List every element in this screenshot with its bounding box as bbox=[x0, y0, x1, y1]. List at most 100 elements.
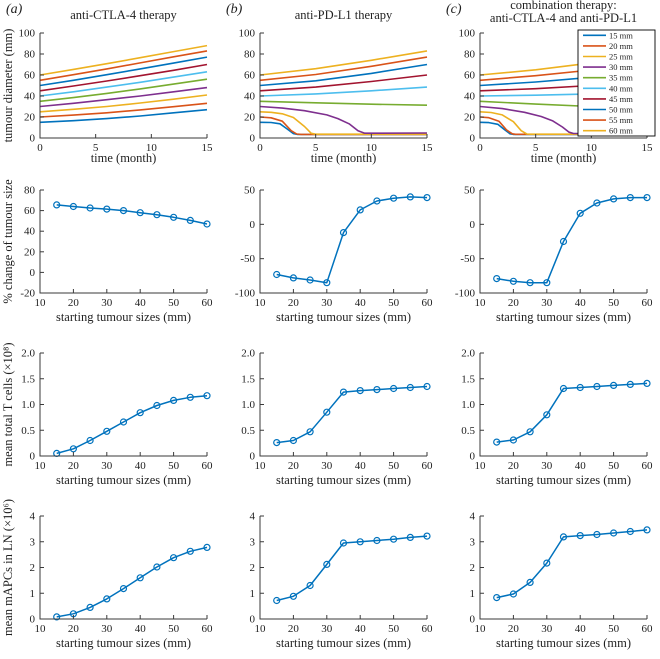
y-tick-label: 20 bbox=[244, 112, 256, 124]
chart-mapcs-anti-pdl1: 10 20 30 40 50 60 0 1 2 3 4 starting tumour sizes (… bbox=[220, 496, 440, 659]
axis-lines bbox=[479, 516, 647, 620]
legend-label: 40 mm bbox=[609, 83, 633, 93]
axis-lines bbox=[39, 353, 207, 457]
x-tick-label: 20 bbox=[288, 623, 300, 635]
chart-canvas: 0 5 10 15 0 20 40 60 80 100 time (month) combinatio… bbox=[459, 0, 656, 165]
x-tick-label: 30 bbox=[321, 460, 333, 472]
x-tick-label: 40 bbox=[355, 297, 367, 309]
x-tick-label: 40 bbox=[575, 623, 587, 635]
x-axis-label: time (month) bbox=[531, 151, 597, 165]
series-line bbox=[479, 111, 647, 135]
data-point-marker bbox=[509, 277, 518, 285]
chart-title: anti-PD-L1 therapy bbox=[295, 8, 393, 22]
series-line bbox=[259, 86, 428, 97]
x-tick-label: 20 bbox=[508, 623, 520, 635]
y-tick-label: -100 bbox=[455, 288, 476, 300]
data-point-marker bbox=[323, 279, 331, 287]
x-tick-label: 40 bbox=[135, 297, 147, 309]
legend-label: 15 mm bbox=[609, 30, 633, 40]
series-line bbox=[259, 100, 428, 106]
y-tick-label: 1.5 bbox=[461, 373, 475, 385]
chart-canvas: 0 5 10 15 0 20 40 60 80 100 time (month) tumour dia… bbox=[1, 8, 213, 165]
x-tick-label: 60 bbox=[422, 460, 434, 472]
y-tick-label: 4 bbox=[250, 511, 256, 523]
data-point-marker bbox=[643, 194, 651, 202]
y-tick-label: 0 bbox=[250, 219, 256, 231]
y-tick-label: 4 bbox=[30, 511, 36, 523]
data-point-marker bbox=[593, 199, 601, 207]
x-tick-label: 10 bbox=[586, 142, 598, 154]
y-tick-label: 1.0 bbox=[241, 399, 255, 411]
y-tick-label: 20 bbox=[24, 246, 36, 258]
x-tick-label: 5 bbox=[533, 142, 539, 154]
data-point-marker bbox=[509, 436, 518, 444]
data-point-marker bbox=[406, 383, 414, 392]
legend-label: 60 mm bbox=[609, 126, 633, 136]
x-tick-label: 10 bbox=[366, 142, 378, 154]
y-tick-label: 2.0 bbox=[21, 348, 35, 360]
data-point-marker bbox=[86, 603, 94, 612]
series-line bbox=[56, 204, 208, 225]
chart-t-cells-combination: 10 20 30 40 50 60 0 0.5 1.0 1.5 2.0 starting tumour… bbox=[440, 333, 660, 496]
data-point-marker bbox=[306, 276, 314, 284]
y-tick-label: 50 bbox=[244, 185, 256, 197]
legend-label: 25 mm bbox=[609, 52, 633, 62]
x-tick-label: 30 bbox=[541, 623, 553, 635]
y-tick-label: 1.5 bbox=[241, 373, 255, 385]
chart-title: anti-CTLA-4 therapy bbox=[70, 8, 177, 22]
data-point-marker bbox=[186, 216, 194, 225]
data-point-marker bbox=[273, 596, 281, 605]
data-point-marker bbox=[509, 590, 518, 598]
x-axis-label: starting tumour sizes (mm) bbox=[276, 310, 411, 324]
x-tick-label: 15 bbox=[642, 142, 654, 154]
data-point-marker bbox=[493, 438, 501, 446]
y-tick-label: 20 bbox=[24, 112, 36, 124]
chart-canvas: 10 20 30 40 50 60 0 0.5 1.0 1.5 2.0 starting tumour… bbox=[1, 342, 214, 487]
x-tick-label: 50 bbox=[608, 623, 620, 635]
series-line bbox=[276, 196, 428, 284]
x-tick-label: 50 bbox=[168, 460, 180, 472]
data-point-marker bbox=[339, 388, 348, 396]
y-tick-label: 1.0 bbox=[461, 399, 475, 411]
series-line bbox=[479, 105, 647, 135]
y-tick-label: 50 bbox=[464, 185, 476, 197]
series-line bbox=[39, 71, 208, 97]
data-point-marker bbox=[53, 201, 61, 209]
y-tick-label: 0 bbox=[470, 614, 476, 626]
y-tick-label: 80 bbox=[244, 49, 256, 61]
x-tick-label: 10 bbox=[255, 297, 267, 309]
chart-t-cells-anti-ctla4: 10 20 30 40 50 60 0 0.5 1.0 1.5 2.0 starting tumour… bbox=[0, 333, 220, 496]
x-tick-label: 10 bbox=[475, 297, 487, 309]
x-tick-label: 60 bbox=[202, 460, 214, 472]
data-point-marker bbox=[373, 197, 381, 205]
series-line bbox=[259, 63, 428, 87]
x-tick-label: 40 bbox=[355, 460, 367, 472]
chart-canvas: 10 20 30 40 50 60 -20 0 20 40 60 80 starting tumour … bbox=[1, 179, 213, 324]
data-point-marker bbox=[289, 592, 298, 600]
series-line bbox=[56, 394, 208, 455]
series-line bbox=[259, 105, 428, 134]
series-line bbox=[259, 111, 427, 135]
series-line bbox=[39, 78, 208, 103]
x-tick-label: 50 bbox=[388, 297, 400, 309]
y-tick-label: 20 bbox=[464, 112, 476, 124]
data-point-marker bbox=[643, 379, 651, 388]
axis-lines bbox=[39, 516, 207, 620]
y-tick-label: 100 bbox=[459, 28, 476, 40]
y-tick-label: 40 bbox=[24, 91, 36, 103]
x-tick-label: 40 bbox=[575, 297, 587, 309]
data-point-marker bbox=[526, 279, 534, 287]
series-line bbox=[39, 63, 208, 92]
x-axis-label: starting tumour sizes (mm) bbox=[56, 473, 191, 487]
x-tick-label: 0 bbox=[257, 142, 263, 154]
data-point-marker bbox=[559, 384, 568, 393]
data-point-marker bbox=[423, 382, 431, 391]
series-line bbox=[479, 116, 647, 136]
data-point-marker bbox=[186, 547, 194, 555]
y-tick-label: 80 bbox=[24, 185, 36, 197]
x-tick-label: 0 bbox=[477, 142, 483, 154]
legend-label: 20 mm bbox=[609, 41, 633, 51]
series-line bbox=[259, 50, 428, 76]
x-tick-label: 60 bbox=[202, 623, 214, 635]
data-point-marker bbox=[390, 194, 398, 202]
